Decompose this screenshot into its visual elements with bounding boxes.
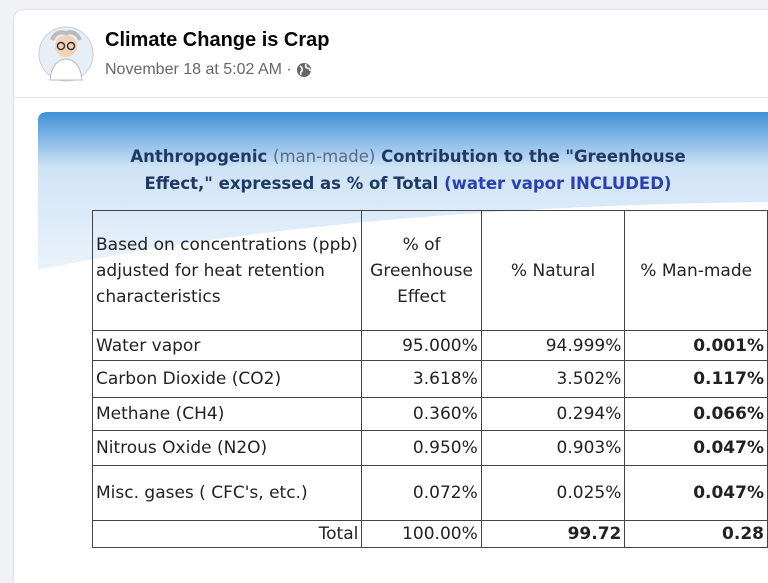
avatar[interactable] <box>38 26 94 82</box>
table-cell: 95.000% <box>361 330 482 361</box>
table-cell: 100.00% <box>361 520 482 548</box>
table-cell: 94.999% <box>480 330 626 361</box>
author-name[interactable]: Climate Change is Crap <box>105 29 330 51</box>
table-cell: 0.047% <box>624 465 768 521</box>
title-part: (man-made) <box>273 147 376 166</box>
header-cell: % of Greenhouse Effect <box>361 210 482 331</box>
table-cell: 0.360% <box>361 397 482 431</box>
title-part: Effect," expressed as % of Total <box>144 174 445 193</box>
separator <box>14 97 768 98</box>
table-cell: 3.618% <box>361 360 482 398</box>
title-part: (water vapor INCLUDED) <box>444 174 672 193</box>
table-cell: Misc. gases ( CFC's, etc.) <box>91 465 363 521</box>
table-row: Total 100.00% 99.72 0.28 <box>91 520 768 548</box>
table-cell: 0.025% <box>480 465 626 521</box>
table-row: Misc. gases ( CFC's, etc.) 0.072% 0.025% 0.… <box>91 465 768 521</box>
globe-icon <box>296 63 311 77</box>
timestamp-text[interactable]: November 18 at 5:02 AM · <box>105 61 292 78</box>
header-cell: % Man-made <box>624 210 768 331</box>
title-part: Anthropogenic <box>130 147 274 166</box>
table-cell: Methane (CH4) <box>91 397 363 431</box>
image-title-line: Anthropogenic (man-made) Contribution to… <box>38 147 768 166</box>
table-cell: Carbon Dioxide (CO2) <box>91 360 363 398</box>
table-cell: 0.066% <box>624 397 768 431</box>
table-cell: 0.294% <box>480 397 626 431</box>
table-cell: 0.28 <box>624 520 768 548</box>
table-cell: 0.072% <box>361 465 482 521</box>
table-cell: 99.72 <box>480 520 626 548</box>
table-cell: Water vapor <box>91 330 363 361</box>
table-cell: 0.001% <box>624 330 768 361</box>
table-cell: 0.047% <box>624 430 768 466</box>
title-part: Contribution to the "Greenhouse <box>375 147 686 166</box>
table-row: Carbon Dioxide (CO2) 3.618% 3.502% 0.117% <box>91 360 768 398</box>
table-row: Water vapor 95.000% 94.999% 0.001% <box>91 330 768 361</box>
header-cell: % Natural <box>480 210 626 331</box>
header-row: Based on concentrations (ppb) adjusted f… <box>91 210 768 331</box>
data-table: Based on concentrations (ppb) adjusted f… <box>91 210 768 548</box>
timestamp[interactable]: November 18 at 5:02 AM · <box>105 61 312 79</box>
header-cell: Based on concentrations (ppb) adjusted f… <box>91 210 363 331</box>
table-cell: 3.502% <box>480 360 626 398</box>
table-cell: 0.903% <box>480 430 626 466</box>
table-row: Nitrous Oxide (N2O) 0.950% 0.903% 0.047% <box>91 430 768 466</box>
post-image[interactable]: Anthropogenic (man-made) Contribution to… <box>38 112 768 583</box>
table-row: Methane (CH4) 0.360% 0.294% 0.066% <box>91 397 768 431</box>
table-cell: Total <box>91 520 363 548</box>
table-cell: 0.117% <box>624 360 768 398</box>
image-title-line: Effect," expressed as % of Total (water … <box>38 174 768 193</box>
table-cell: 0.950% <box>361 430 482 466</box>
table-cell: Nitrous Oxide (N2O) <box>91 430 363 466</box>
